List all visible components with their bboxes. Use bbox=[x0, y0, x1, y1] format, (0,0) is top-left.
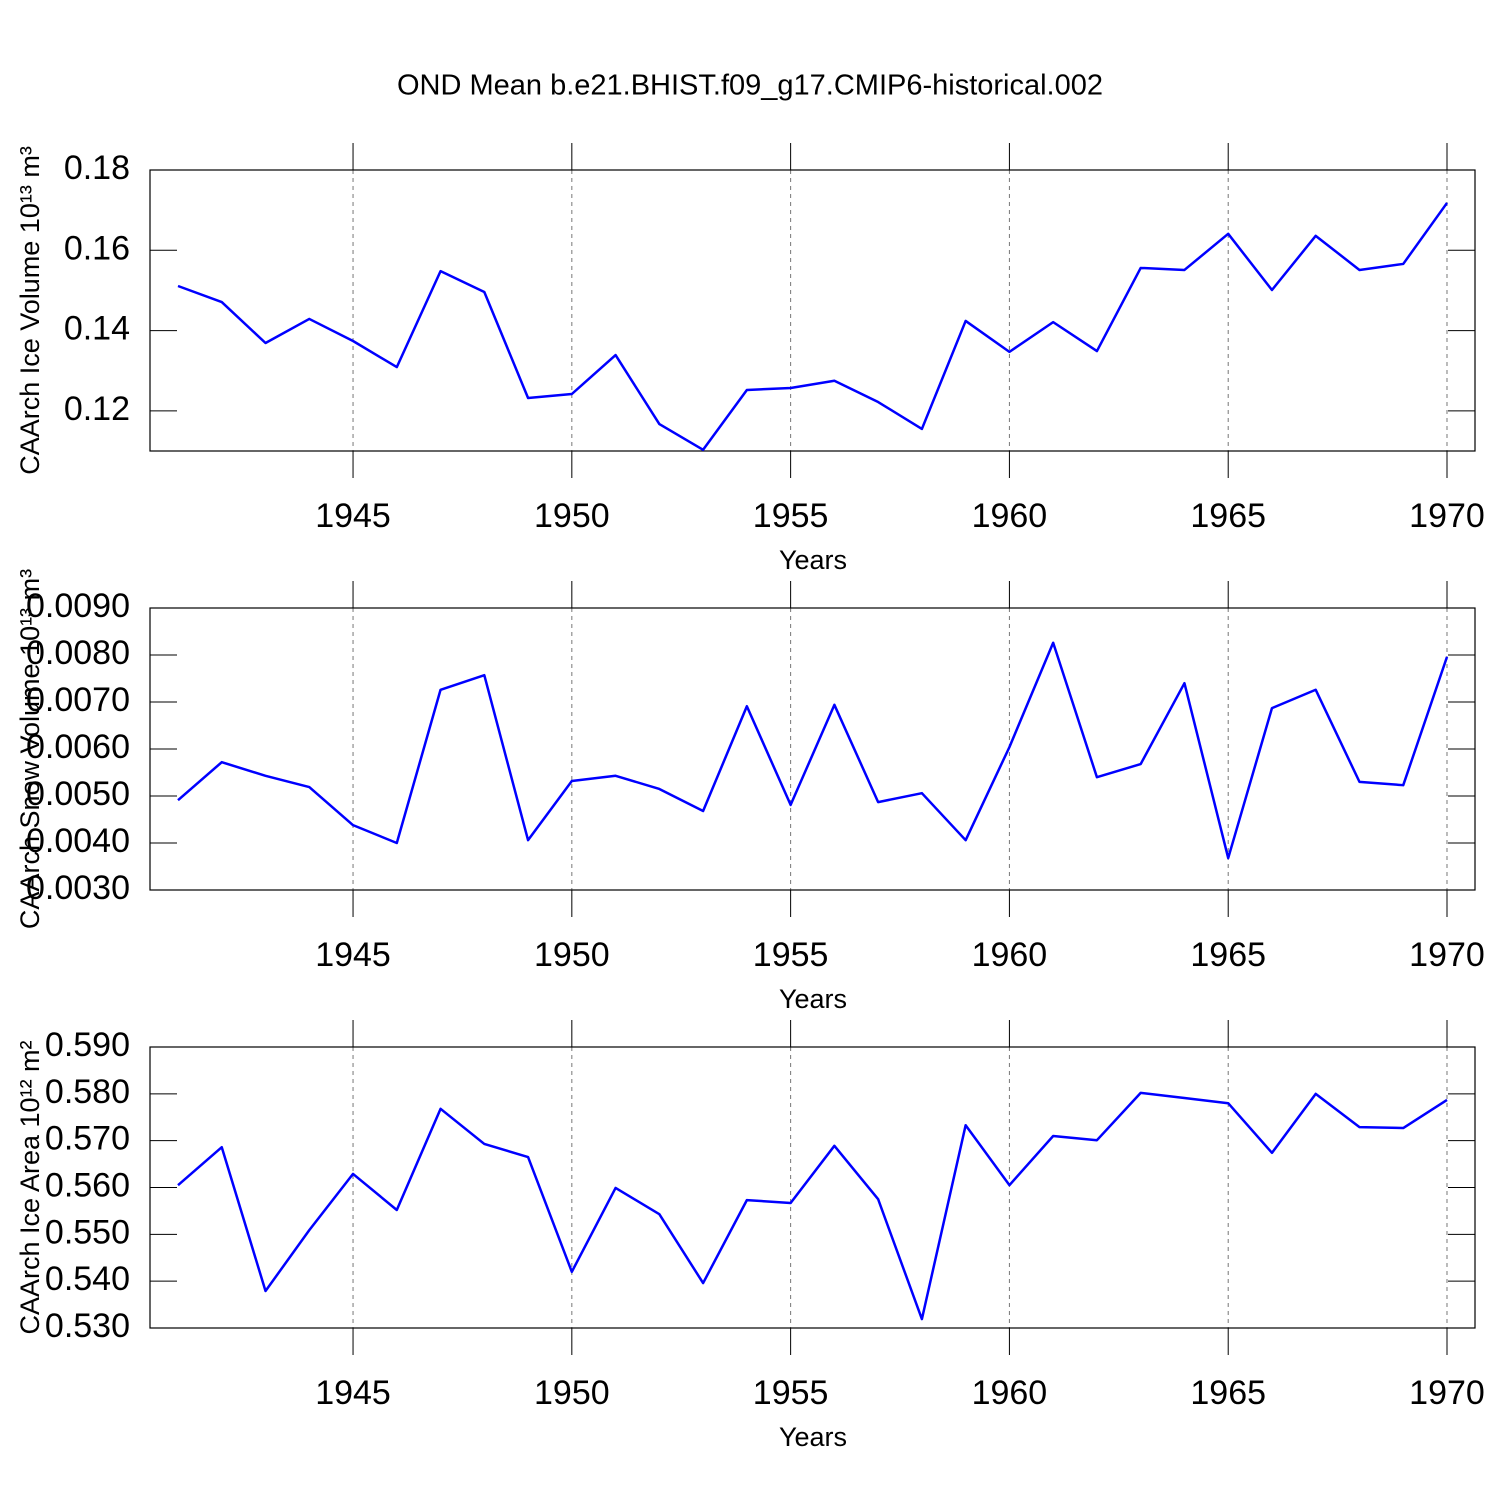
x-axis-label: Years bbox=[779, 545, 847, 575]
y-tick-label: 0.0060 bbox=[26, 728, 130, 766]
x-tick-label: 1965 bbox=[1190, 497, 1266, 535]
x-tick-label: 1970 bbox=[1409, 497, 1485, 535]
y-tick-label: 0.14 bbox=[64, 310, 130, 348]
y-axis-label: CAArch Snow Volume 10¹³ m³ bbox=[15, 569, 45, 929]
plot-frame bbox=[149, 607, 1476, 891]
plot-frame bbox=[149, 1046, 1476, 1329]
y-tick-label: 0.560 bbox=[45, 1166, 130, 1204]
y-tick-label: 0.550 bbox=[45, 1213, 130, 1251]
x-tick-label: 1970 bbox=[1409, 1374, 1485, 1412]
y-tick-label: 0.590 bbox=[45, 1026, 130, 1064]
x-tick-label: 1960 bbox=[972, 936, 1048, 974]
y-tick-label: 0.18 bbox=[64, 149, 130, 187]
y-tick-label: 0.0080 bbox=[26, 634, 130, 672]
x-tick-label: 1965 bbox=[1190, 1374, 1266, 1412]
x-axis-label: Years bbox=[779, 1422, 847, 1452]
x-tick-label: 1950 bbox=[534, 1374, 610, 1412]
data-line bbox=[177, 202, 1449, 452]
x-tick-label: 1950 bbox=[534, 497, 610, 535]
chart-title: OND Mean b.e21.BHIST.f09_g17.CMIP6-histo… bbox=[397, 70, 1103, 102]
data-line bbox=[177, 641, 1449, 860]
y-axis-label: CAArch Ice Volume 10¹³ m³ bbox=[15, 146, 45, 475]
y-tick-label: 0.580 bbox=[45, 1073, 130, 1111]
x-tick-label: 1955 bbox=[753, 936, 829, 974]
x-axis-label: Years bbox=[779, 984, 847, 1014]
y-tick-label: 0.570 bbox=[45, 1120, 130, 1158]
y-tick-label: 0.0050 bbox=[26, 775, 130, 813]
x-tick-label: 1960 bbox=[972, 1374, 1048, 1412]
x-tick-label: 1955 bbox=[753, 1374, 829, 1412]
y-tick-label: 0.540 bbox=[45, 1260, 130, 1298]
x-tick-label: 1960 bbox=[972, 497, 1048, 535]
y-tick-label: 0.0070 bbox=[26, 681, 130, 719]
x-tick-label: 1945 bbox=[315, 1374, 391, 1412]
y-tick-label: 0.0030 bbox=[26, 869, 130, 907]
y-tick-label: 0.0090 bbox=[26, 587, 130, 625]
x-tick-label: 1965 bbox=[1190, 936, 1266, 974]
y-axis-label: CAArch Ice Area 10¹² m² bbox=[15, 1040, 45, 1334]
y-tick-label: 0.530 bbox=[45, 1307, 130, 1345]
x-tick-label: 1950 bbox=[534, 936, 610, 974]
y-tick-label: 0.16 bbox=[64, 229, 130, 267]
data-line bbox=[177, 1091, 1448, 1321]
y-tick-label: 0.0040 bbox=[26, 822, 130, 860]
plot-frame bbox=[149, 169, 1476, 452]
y-tick-label: 0.12 bbox=[64, 390, 130, 428]
x-tick-label: 1945 bbox=[315, 497, 391, 535]
x-tick-label: 1970 bbox=[1409, 936, 1485, 974]
x-tick-label: 1955 bbox=[753, 497, 829, 535]
x-tick-label: 1945 bbox=[315, 936, 391, 974]
